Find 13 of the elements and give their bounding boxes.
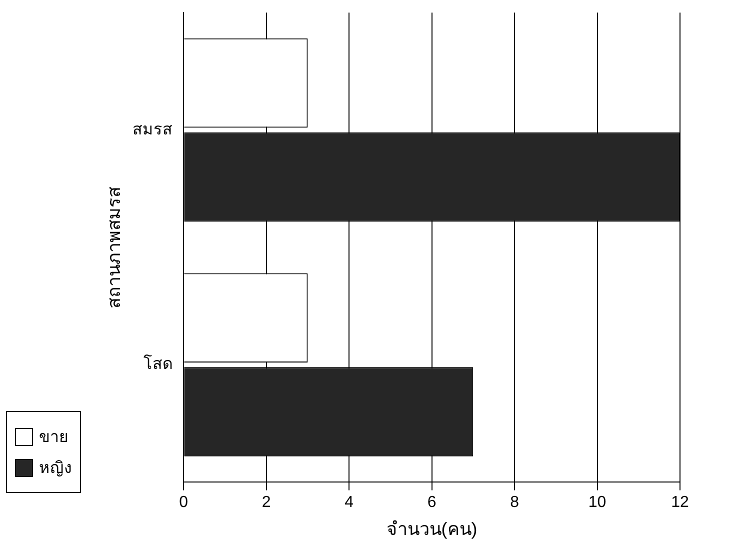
y-axis-title: สถานภาพสมรส [104,186,124,308]
y-tick-label: สมรส [132,121,173,138]
x-tick-label: 2 [262,494,271,512]
legend-label: หญิง [39,459,72,479]
x-axis-title: จำนวน(คน) [386,519,478,540]
x-tick-label: 8 [510,494,520,512]
x-tick-label: 4 [344,494,354,512]
x-tick-label: 10 [588,494,606,512]
legend-label: ขาย [39,428,68,448]
x-tick-label: 0 [179,494,188,512]
x-tick-label: 6 [427,494,436,512]
y-tick-label: โสด [144,354,173,374]
x-tick-label: 12 [671,494,689,512]
